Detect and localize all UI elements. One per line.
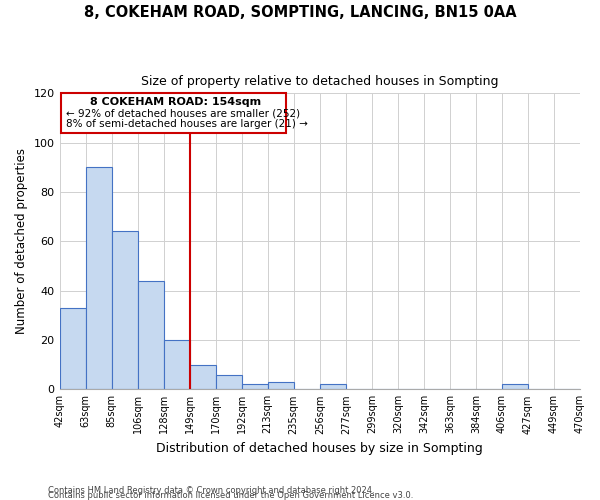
Text: 8, COKEHAM ROAD, SOMPTING, LANCING, BN15 0AA: 8, COKEHAM ROAD, SOMPTING, LANCING, BN15… — [83, 5, 517, 20]
Bar — [242, 384, 268, 390]
Text: ← 92% of detached houses are smaller (252): ← 92% of detached houses are smaller (25… — [66, 108, 300, 118]
Bar — [215, 374, 242, 390]
Text: 8 COKEHAM ROAD: 154sqm: 8 COKEHAM ROAD: 154sqm — [91, 97, 262, 107]
Y-axis label: Number of detached properties: Number of detached properties — [15, 148, 28, 334]
Title: Size of property relative to detached houses in Sompting: Size of property relative to detached ho… — [141, 75, 499, 88]
Bar — [164, 340, 190, 390]
Bar — [86, 168, 112, 390]
Bar — [137, 281, 164, 390]
Bar — [59, 308, 86, 390]
Bar — [190, 364, 215, 390]
Text: Contains public sector information licensed under the Open Government Licence v3: Contains public sector information licen… — [48, 491, 413, 500]
Bar — [502, 384, 528, 390]
Bar — [320, 384, 346, 390]
Text: 8% of semi-detached houses are larger (21) →: 8% of semi-detached houses are larger (2… — [66, 119, 308, 129]
Bar — [112, 232, 137, 390]
Text: Contains HM Land Registry data © Crown copyright and database right 2024.: Contains HM Land Registry data © Crown c… — [48, 486, 374, 495]
Bar — [268, 382, 294, 390]
X-axis label: Distribution of detached houses by size in Sompting: Distribution of detached houses by size … — [157, 442, 483, 455]
FancyBboxPatch shape — [61, 94, 286, 133]
